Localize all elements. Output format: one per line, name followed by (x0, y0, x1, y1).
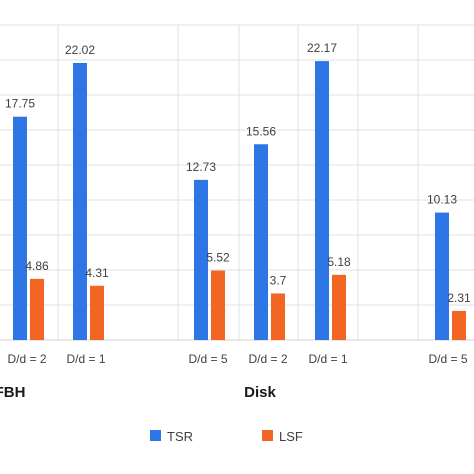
bar-lsf-5 (332, 274, 346, 340)
data-label-tsr-5: 22.17 (307, 41, 337, 55)
x-tick-label-5: D/d = 1 (308, 352, 347, 366)
bar-lsf-3 (211, 270, 225, 340)
bar-tsr-1 (13, 116, 27, 340)
data-label-lsf-1: 4.86 (25, 259, 49, 273)
chart-gridlines (0, 24, 474, 341)
group-label-disk: Disk (244, 384, 276, 401)
group-label-fbh: FBH (0, 384, 25, 401)
data-label-lsf-3: 5.52 (206, 251, 230, 265)
bar-lsf-2 (90, 285, 104, 340)
bar-tsr-5 (315, 61, 329, 341)
bar-lsf-1 (30, 278, 44, 340)
x-tick-label-1: D/d = 2 (7, 352, 46, 366)
x-tick-label-4: D/d = 2 (248, 352, 287, 366)
data-label-lsf-5: 5.18 (327, 255, 351, 269)
x-tick-label-2: D/d = 1 (66, 352, 105, 366)
bar-lsf-4 (271, 293, 285, 340)
chart-group-labels: FBH Disk (0, 384, 276, 401)
legend-swatch-tsr (150, 430, 161, 441)
data-label-tsr-6: 10.13 (427, 193, 457, 207)
bar-lsf-6 (452, 310, 466, 340)
data-label-lsf-4: 3.7 (270, 273, 287, 287)
legend-label-lsf: LSF (279, 429, 303, 444)
bar-tsr-6 (435, 212, 449, 340)
legend-label-tsr: TSR (167, 429, 193, 444)
legend-swatch-lsf (262, 430, 273, 441)
x-tick-label-6: D/d = 5 (428, 352, 467, 366)
data-label-tsr-4: 15.56 (246, 124, 276, 138)
data-label-tsr-2: 22.02 (65, 43, 95, 57)
data-label-lsf-2: 4.31 (85, 266, 109, 280)
chart-x-tick-labels: D/d = 2 D/d = 1 D/d = 5 D/d = 2 D/d = 1 D/d =… (7, 352, 467, 366)
chart-data-labels: 17.75 22.02 12.73 15.56 22.17 10.13 4.86 4.31 5.… (5, 41, 471, 305)
bar-tsr-2 (73, 63, 87, 340)
chart-bars (13, 61, 466, 341)
data-label-tsr-3: 12.73 (186, 160, 216, 174)
data-label-tsr-1: 17.75 (5, 97, 35, 111)
data-label-lsf-6: 2.31 (447, 291, 471, 305)
bar-tsr-3 (194, 179, 208, 340)
chart-legend: TSR LSF (150, 429, 303, 444)
bar-tsr-4 (254, 144, 268, 340)
x-tick-label-3: D/d = 5 (188, 352, 227, 366)
